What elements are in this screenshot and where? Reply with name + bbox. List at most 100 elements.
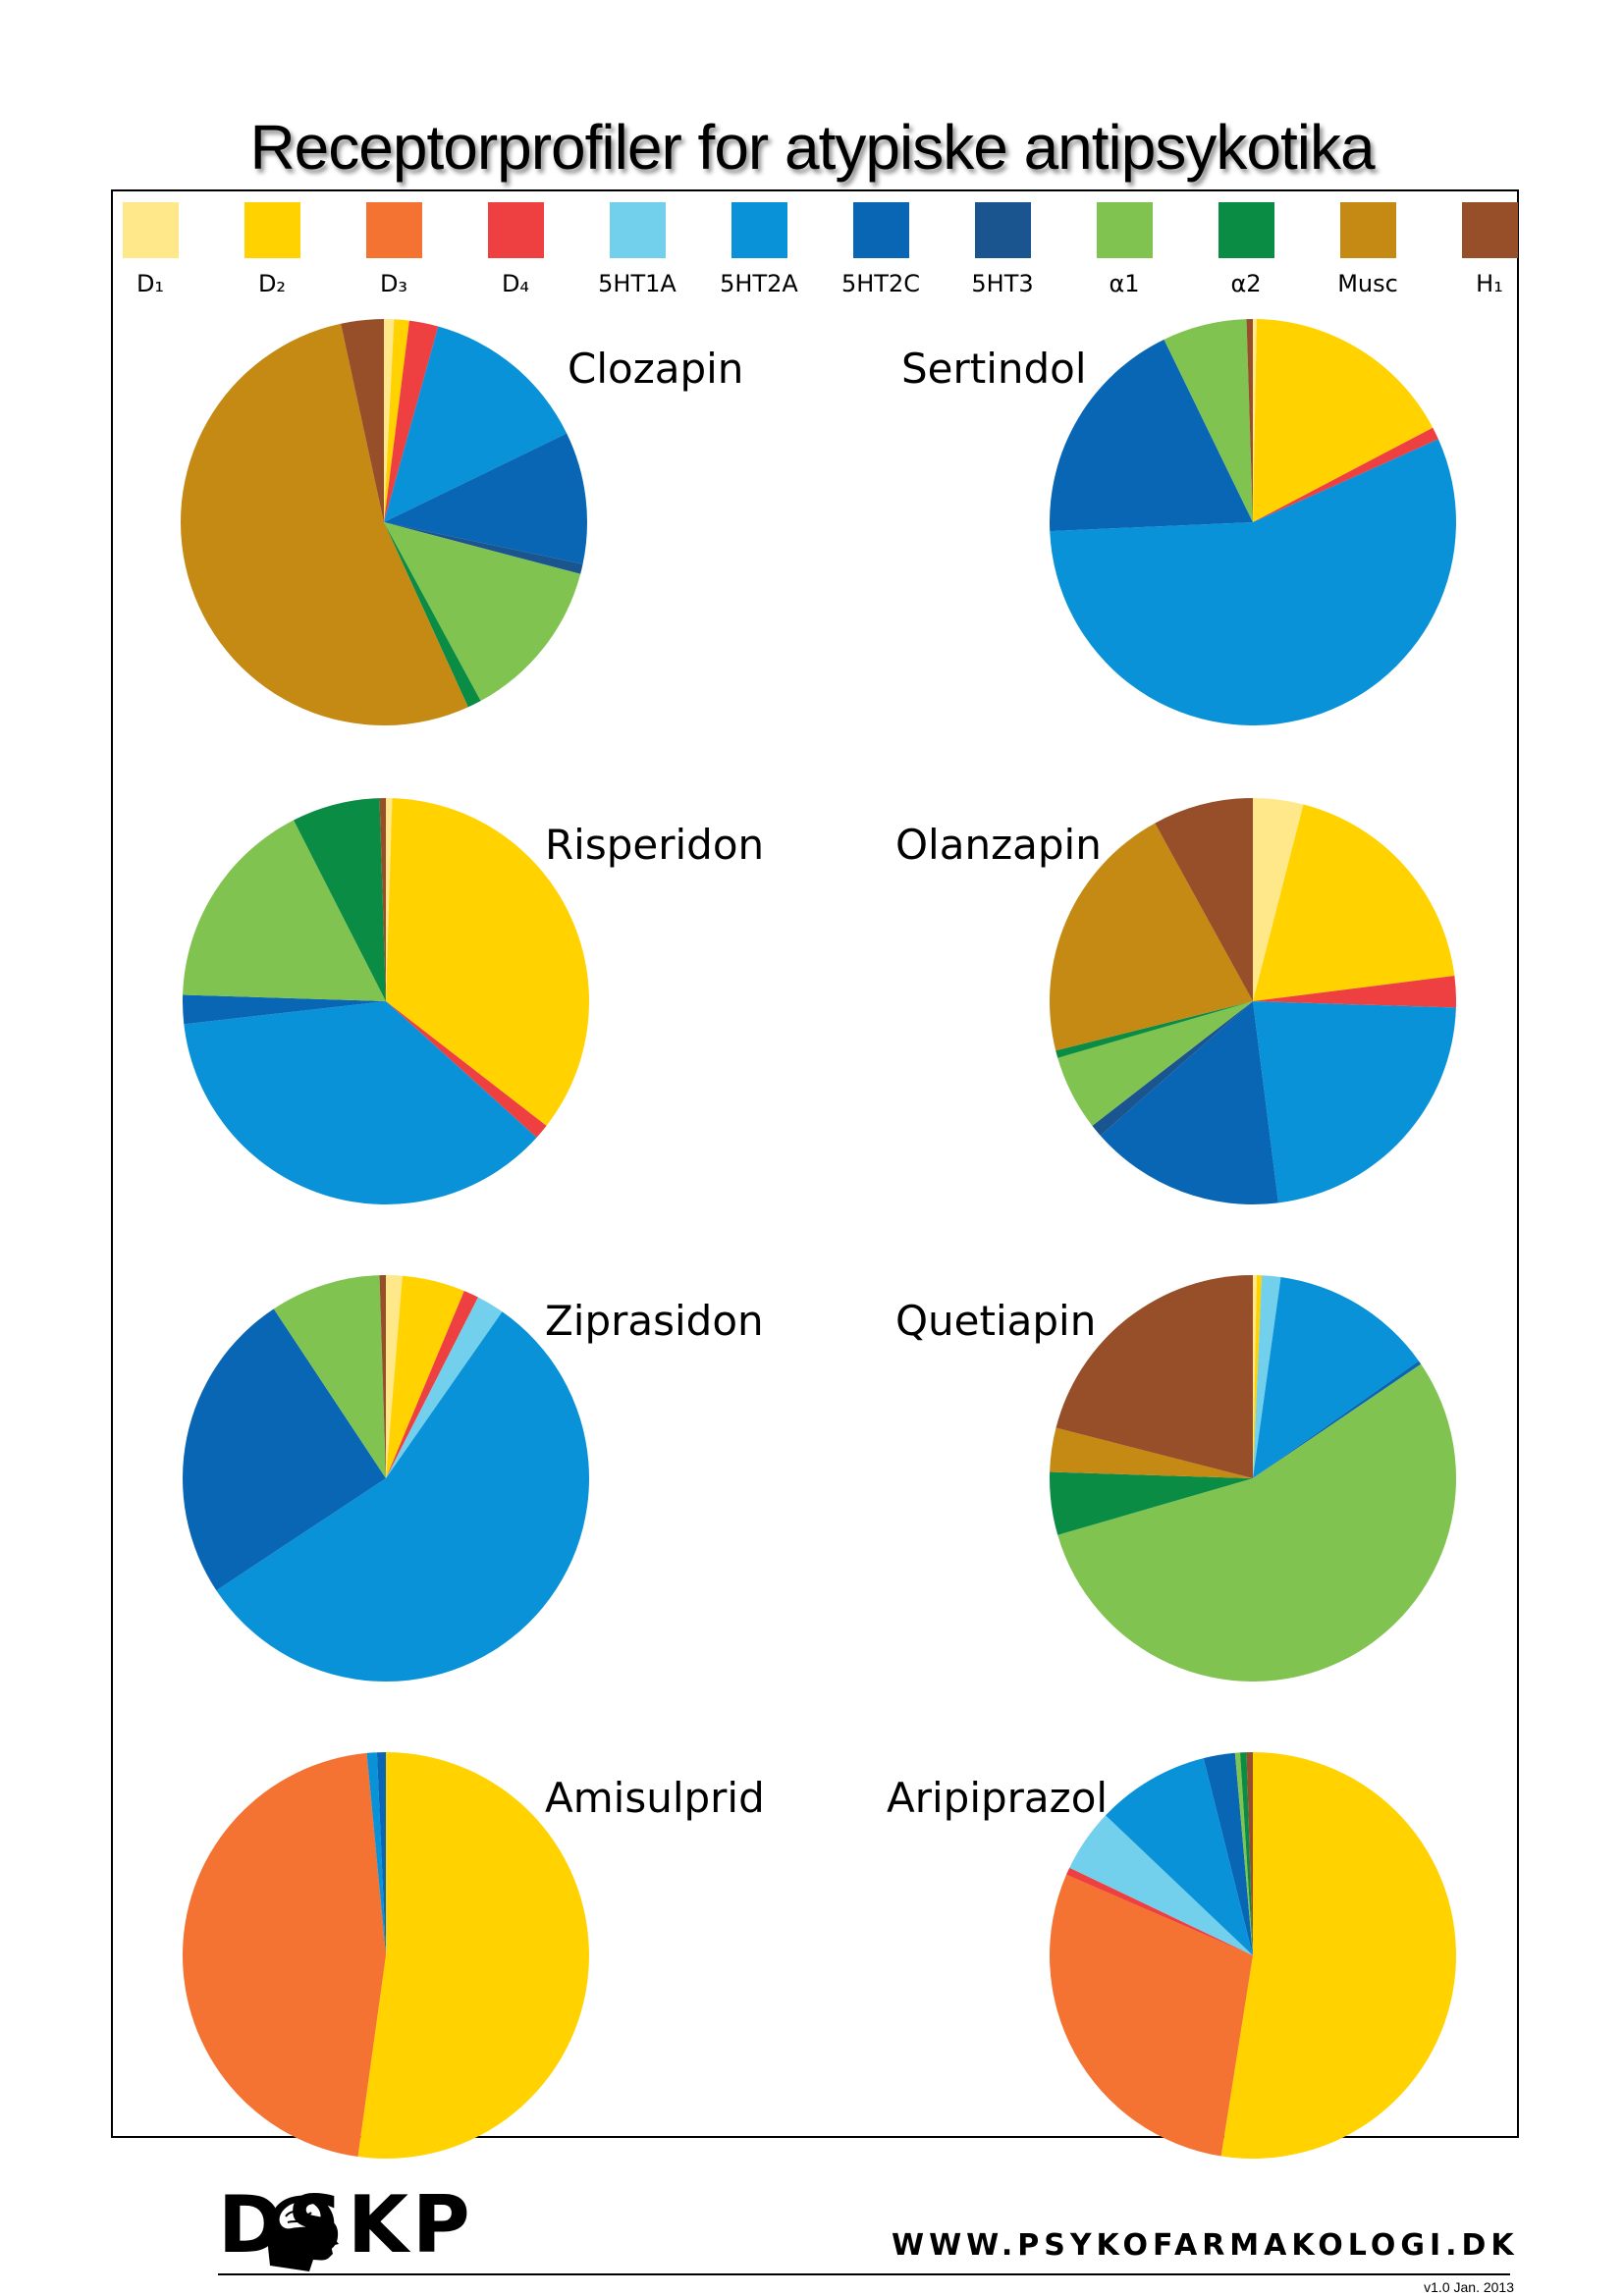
footer-divider — [218, 2273, 1510, 2275]
pie-slice-5ht2c — [1253, 1361, 1422, 1478]
pie-slice-5ht2c — [1203, 1752, 1253, 1955]
brain-head-logo-icon — [267, 2195, 339, 2271]
legend-item-d3: D₃ — [335, 202, 453, 297]
pie-slice-5ht2c — [376, 1752, 386, 1955]
legend-item-a2: α2 — [1187, 202, 1305, 297]
legend-item-5ht2c: 5HT2C — [822, 202, 940, 297]
pie-slice-d4 — [1253, 427, 1438, 522]
pie-slice-h1 — [1056, 1275, 1253, 1478]
pie-slice-d3 — [1049, 1874, 1253, 2157]
pie-title: Olanzapin — [895, 821, 1102, 869]
pie-slice-a2 — [1056, 1001, 1253, 1058]
pie-slice-5ht2a — [1253, 1001, 1456, 1203]
pie-slice-d2 — [386, 798, 589, 1126]
legend-swatch — [122, 202, 179, 258]
pie-slice-d1 — [386, 798, 393, 1001]
legend-item-musc: Musc — [1309, 202, 1427, 297]
pie-slice-a1 — [384, 522, 581, 702]
pie-slice-5ht2a — [1050, 439, 1456, 725]
pie-slice-h1 — [379, 1275, 386, 1478]
legend-item-d4: D₄ — [457, 202, 574, 297]
pie-title: Sertindol — [901, 345, 1087, 393]
pie-slice-h1 — [1246, 1752, 1253, 1955]
pie-slice-d2 — [1253, 804, 1455, 1001]
pie-slice-a2 — [1049, 1471, 1253, 1535]
legend-swatch — [244, 202, 300, 258]
legend-label: α1 — [1109, 270, 1140, 297]
pie-slice-5ht2c — [183, 1308, 386, 1591]
pie-slice-5ht1a — [1253, 1275, 1281, 1478]
pie-slice-h1 — [1155, 798, 1253, 1001]
pie-slice-d3 — [182, 1752, 386, 2158]
pie-slice-musc — [1050, 1427, 1253, 1478]
pie-sertindol — [1049, 319, 1456, 725]
legend-swatch — [1461, 202, 1518, 258]
legend-label: Musc — [1337, 270, 1398, 297]
legend-label: D₂ — [257, 270, 287, 297]
pie-slice-h1 — [341, 319, 384, 522]
logo-text: DSKP — [218, 2179, 474, 2270]
pie-slice-5ht2a — [216, 1311, 590, 1682]
pie-slice-5ht1a — [1069, 1815, 1253, 1955]
legend-item-5ht2a: 5HT2A — [700, 202, 818, 297]
pie-slice-a2 — [1240, 1752, 1253, 1955]
pie-slice-musc — [1049, 823, 1253, 1051]
legend-swatch — [1096, 202, 1153, 258]
pie-slice-5ht2a — [366, 1752, 386, 1955]
pie-slice-5ht2c — [182, 994, 386, 1025]
legend-swatch — [609, 202, 666, 258]
legend-label: α2 — [1230, 270, 1262, 297]
pie-title: Risperidon — [545, 821, 764, 869]
pie-title: Aripiprazol — [887, 1774, 1108, 1822]
pie-slice-a1 — [1164, 319, 1253, 522]
pie-slice-d4 — [386, 1291, 478, 1478]
pie-slice-d4 — [1253, 976, 1457, 1008]
pie-slice-5ht3 — [1092, 1001, 1253, 1136]
pie-slice-d2 — [1253, 1275, 1263, 1478]
pie-slice-d1 — [1253, 1275, 1257, 1478]
legend-label: 5HT2C — [840, 270, 920, 297]
pie-slice-5ht3 — [384, 522, 583, 574]
pie-slice-h1 — [1246, 319, 1253, 522]
pie-slice-a1 — [1057, 1363, 1456, 1682]
pie-slice-5ht2c — [1049, 339, 1253, 532]
legend-item-a1: α1 — [1065, 202, 1183, 297]
pie-slice-a1 — [1057, 1001, 1253, 1126]
pie-amisulprid — [182, 1752, 589, 2159]
pie-slice-5ht2c — [384, 433, 588, 564]
legend-label: D₄ — [501, 270, 530, 297]
legend-swatch — [974, 202, 1031, 258]
pie-slice-d4 — [386, 1001, 547, 1138]
pie-clozapin — [180, 319, 588, 726]
pie-slice-d4 — [1066, 1867, 1253, 1955]
pie-slice-5ht2a — [1253, 1276, 1419, 1478]
legend-label: 5HT2A — [720, 270, 798, 297]
pie-slice-h1 — [379, 798, 386, 1001]
legend-swatch — [852, 202, 909, 258]
legend-swatch — [365, 202, 422, 258]
pie-slice-musc — [180, 323, 468, 726]
pie-title: Ziprasidon — [545, 1297, 764, 1345]
pie-risperidon — [182, 798, 589, 1204]
pie-slice-d1 — [1253, 798, 1304, 1001]
chart-frame — [111, 189, 1519, 2138]
pie-slice-a2 — [294, 798, 386, 1001]
pie-slice-d2 — [386, 1275, 464, 1478]
pie-slice-d2 — [1220, 1752, 1457, 2159]
pie-slice-d1 — [1253, 319, 1257, 522]
pie-slice-a1 — [273, 1275, 386, 1478]
legend-label: H₁ — [1476, 270, 1503, 297]
pie-ziprasidon — [183, 1275, 590, 1682]
legend-swatch — [1339, 202, 1396, 258]
pie-slice-d4 — [384, 320, 439, 522]
legend-label: 5HT1A — [598, 270, 677, 297]
legend-item-h1: H₁ — [1431, 202, 1548, 297]
pie-slice-5ht2a — [1106, 1758, 1253, 1955]
legend-label: 5HT3 — [971, 270, 1034, 297]
pie-olanzapin — [1049, 798, 1457, 1205]
legend-swatch — [731, 202, 787, 258]
pie-slice-d2 — [384, 319, 409, 522]
pie-slice-a1 — [1234, 1752, 1253, 1955]
website-link[interactable]: WWW.PSYKOFARMAKOLOGI.DK — [892, 2228, 1519, 2263]
